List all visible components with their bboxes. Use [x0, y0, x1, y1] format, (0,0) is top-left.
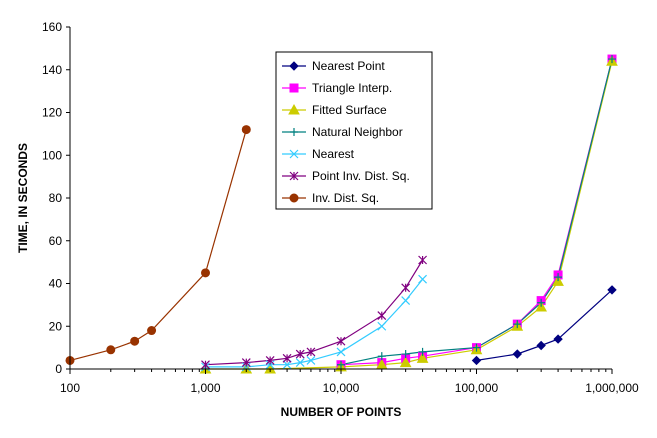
- legend-marker: [289, 193, 299, 203]
- x-ticks: 100 1,000 10,000 100,000 1,000,000: [60, 369, 639, 395]
- data-point: [241, 362, 251, 372]
- data-point: [377, 321, 387, 331]
- x-tick-label: 10,000: [323, 381, 360, 395]
- legend-box: [275, 51, 433, 210]
- data-point: [418, 347, 427, 356]
- y-ticks: 0 20 40 60 80 100 120 140 160: [42, 20, 70, 376]
- y-tick-label: 0: [55, 362, 62, 376]
- data-point: [282, 353, 292, 363]
- legend-label: Triangle Interp.: [312, 81, 392, 95]
- data-point: [401, 283, 411, 293]
- x-tick-label: 1,000: [190, 381, 220, 395]
- y-tick-label: 100: [42, 148, 62, 162]
- data-point: [306, 356, 316, 365]
- series-line-6: [69, 129, 247, 361]
- y-tick-label: 40: [49, 277, 63, 291]
- legend-label: Nearest: [312, 147, 355, 161]
- legend-marker: [289, 149, 299, 159]
- legend-marker: [289, 83, 299, 93]
- legend-label: Point Inv. Dist. Sq.: [312, 169, 410, 183]
- data-point: [399, 356, 412, 368]
- y-tick-label: 60: [49, 234, 63, 248]
- data-point: [336, 347, 346, 357]
- data-point: [241, 125, 251, 135]
- x-axis-title: NUMBER OF POINTS: [281, 405, 402, 419]
- legend: Nearest Point Triangle Interp. Fitted Surf…: [275, 51, 433, 210]
- y-axis-title: TIME, IN SECONDS: [16, 143, 30, 253]
- data-point: [265, 360, 275, 370]
- data-point: [295, 349, 305, 359]
- data-point: [401, 296, 411, 306]
- legend-marker: [290, 128, 298, 136]
- data-point: [282, 360, 292, 370]
- data-point: [201, 360, 210, 370]
- x-tick-label: 1,000,000: [585, 381, 639, 395]
- data-point: [607, 285, 617, 295]
- data-point: [265, 356, 275, 365]
- data-point: [130, 336, 140, 346]
- data-point: [241, 358, 251, 368]
- data-point: [553, 334, 563, 344]
- data-point: [418, 255, 428, 265]
- data-point: [536, 340, 546, 351]
- legend-label: Fitted Surface: [312, 103, 387, 117]
- data-point: [201, 268, 210, 278]
- data-point: [377, 352, 386, 361]
- data-point: [608, 55, 616, 64]
- y-tick-label: 120: [42, 106, 62, 120]
- data-point: [295, 358, 305, 368]
- x-tick-label: 100: [60, 381, 80, 395]
- data-point: [416, 352, 429, 363]
- plot-markers: [65, 54, 618, 374]
- data-point: [336, 336, 346, 346]
- data-point: [337, 360, 345, 369]
- data-point: [472, 343, 481, 352]
- data-point: [512, 349, 522, 359]
- data-point: [306, 347, 316, 357]
- series-line-5: [205, 259, 424, 366]
- y-tick-label: 20: [49, 319, 63, 333]
- legend-label: Inv. Dist. Sq.: [312, 191, 379, 205]
- series-line-4: [205, 278, 424, 368]
- data-point: [537, 298, 546, 307]
- data-point: [401, 350, 410, 359]
- legend-label: Natural Neighbor: [312, 125, 403, 139]
- data-point: [471, 355, 482, 366]
- data-point: [377, 311, 387, 320]
- y-tick-label: 160: [42, 20, 62, 34]
- data-point: [106, 345, 116, 355]
- data-point: [147, 326, 157, 336]
- data-point: [513, 320, 522, 329]
- data-point: [554, 273, 563, 282]
- legend-marker: [289, 171, 299, 181]
- x-tick-label: 100,000: [455, 381, 499, 395]
- data-point: [418, 274, 428, 284]
- y-tick-label: 140: [42, 63, 62, 77]
- legend-marker: [288, 103, 300, 115]
- y-tick-label: 80: [49, 191, 63, 205]
- legend-marker: [289, 61, 299, 71]
- legend-label: Nearest Point: [312, 59, 385, 73]
